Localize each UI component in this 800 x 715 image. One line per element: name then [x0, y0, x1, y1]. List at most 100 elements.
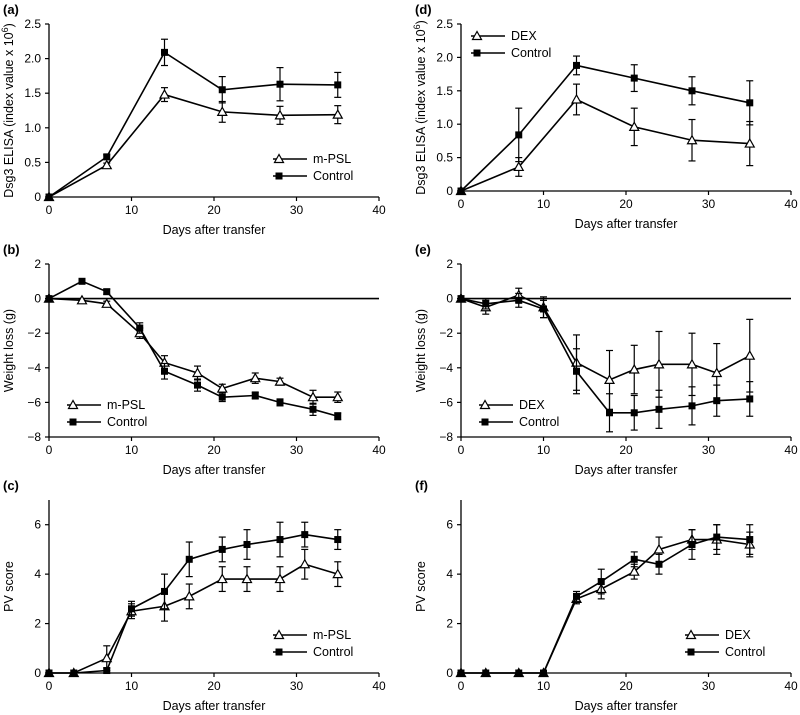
- y-tick-label: −6: [27, 395, 41, 409]
- legend-label: DEX: [511, 29, 537, 43]
- square-marker: [334, 536, 342, 544]
- y-tick-label: 0: [34, 190, 41, 204]
- x-tick-label: 30: [290, 679, 304, 693]
- y-axis-title-main: PV score: [2, 561, 16, 612]
- legend-label: m-PSL: [313, 152, 351, 166]
- series-line: [48, 297, 338, 399]
- square-marker: [457, 669, 465, 677]
- y-tick-label: −6: [439, 395, 453, 409]
- y-tick-label: 1.0: [24, 121, 41, 135]
- y-axis-title: PV score: [2, 561, 16, 612]
- square-marker: [597, 578, 605, 586]
- y-tick-label: 2.0: [24, 52, 41, 66]
- y-tick-label: 2: [34, 617, 41, 631]
- square-marker: [103, 153, 111, 161]
- triangle-marker: [332, 568, 344, 579]
- x-tick-label: 0: [46, 203, 53, 217]
- series-line: [461, 538, 750, 674]
- panel-c: (c) 0 10 20 30 40 0 2 4 6 Days after transfer PV sc…: [2, 478, 386, 713]
- legend-label: m-PSL: [313, 628, 351, 642]
- square-marker: [746, 99, 754, 107]
- series-dex: [455, 83, 756, 196]
- x-tick-label: 40: [372, 203, 386, 217]
- triangle-marker: [685, 629, 697, 640]
- square-marker: [688, 87, 696, 95]
- square-marker: [515, 131, 523, 139]
- square-marker: [606, 409, 613, 417]
- x-tick-label: 40: [372, 679, 386, 693]
- x-tick-label: 0: [46, 443, 53, 457]
- triangle-marker: [101, 652, 113, 663]
- square-marker: [540, 305, 547, 313]
- y-tick-label: 4: [446, 567, 453, 581]
- series-control: [45, 277, 342, 421]
- legend-label: DEX: [725, 628, 751, 642]
- triangle-marker: [101, 298, 113, 308]
- series-line: [48, 51, 338, 198]
- triangle-marker: [183, 590, 195, 601]
- panel-b: (b) 0 10 20 30 40 −8 −6 −4 −2 0 2 Days after transfe…: [2, 242, 386, 477]
- y-tick-label: 6: [34, 518, 41, 532]
- triangle-marker: [76, 294, 88, 305]
- y-axis-title-main: Weight loss (g): [414, 309, 428, 392]
- triangle-marker: [216, 106, 228, 116]
- square-marker: [161, 48, 168, 56]
- square-marker: [70, 669, 78, 677]
- panel-a: (a) 0 10 20 30 40 0 0.5 1.0 1.5 2.0 2.5 Days after t…: [0, 2, 386, 237]
- x-tick-label: 0: [46, 679, 53, 693]
- triangle-marker: [307, 391, 319, 402]
- square-marker: [218, 545, 226, 553]
- square-marker: [482, 669, 490, 677]
- y-axis-title-main: Dsg3 ELISA (index value x 10: [414, 29, 428, 194]
- triangle-marker: [471, 30, 483, 41]
- triangle-marker: [711, 367, 723, 378]
- square-marker: [746, 536, 754, 544]
- square-marker: [515, 296, 523, 304]
- triangle-marker: [191, 367, 204, 378]
- triangle-marker: [628, 121, 640, 131]
- triangle-marker: [628, 565, 640, 576]
- legend: DEX Control: [685, 628, 765, 659]
- series-dex: [455, 524, 756, 678]
- legend-label: Control: [107, 415, 147, 429]
- y-tick-label: 0: [34, 292, 41, 306]
- panel-f: (f) 0 10 20 30 40 0 2 4 6 Days after transfer PV sc…: [414, 478, 798, 713]
- triangle-marker: [274, 375, 286, 386]
- panel-label: (e): [415, 242, 431, 257]
- x-tick-label: 20: [207, 443, 221, 457]
- x-tick-label: 40: [784, 197, 798, 211]
- square-marker: [161, 587, 168, 595]
- y-tick-label: 1.5: [24, 86, 41, 100]
- x-tick-label: 0: [458, 443, 465, 457]
- triangle-marker: [513, 161, 525, 172]
- y-axis-title-tail: ): [2, 23, 16, 27]
- triangle-marker: [249, 372, 261, 383]
- triangle-marker: [744, 349, 756, 360]
- square-marker: [103, 667, 111, 675]
- triangle-marker: [570, 93, 583, 104]
- panel-d: (d) 0 10 20 30 40 0 0.5 1.0 1.5 2.0 2.5 Days after t…: [412, 2, 798, 231]
- square-marker: [45, 193, 53, 201]
- y-tick-label: 2.5: [436, 17, 453, 31]
- square-marker: [334, 81, 342, 89]
- legend-label: m-PSL: [107, 398, 145, 412]
- legend: m-PSL Control: [273, 152, 353, 183]
- triangle-marker: [273, 153, 285, 164]
- square-marker: [573, 367, 580, 375]
- y-axis-title-main: Dsg3 ELISA (index value x 10: [2, 32, 16, 197]
- square-marker: [69, 418, 77, 426]
- square-marker: [688, 540, 696, 548]
- series-control: [45, 521, 342, 677]
- y-tick-label: 0: [446, 184, 453, 198]
- x-tick-label: 40: [372, 443, 386, 457]
- series-line: [460, 297, 750, 414]
- square-marker: [573, 61, 580, 69]
- triangle-marker: [101, 159, 113, 170]
- triangle-marker: [479, 399, 491, 410]
- square-marker: [473, 49, 481, 57]
- series-line: [460, 64, 750, 192]
- panel-label: (c): [3, 478, 19, 493]
- legend: DEX Control: [479, 398, 559, 429]
- x-axis-title: Days after transfer: [575, 217, 678, 231]
